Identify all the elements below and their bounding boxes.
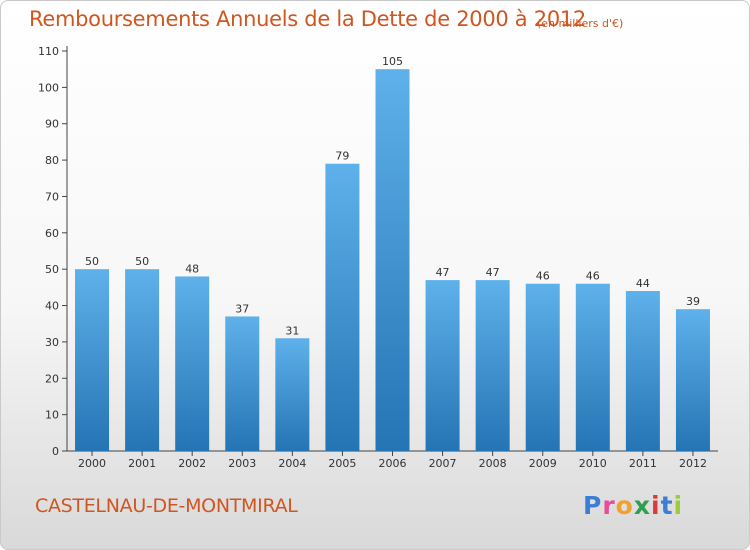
place-name: CASTELNAU-DE-MONTMIRAL xyxy=(35,495,298,517)
bar-2003 xyxy=(225,316,260,451)
logo-letter: t xyxy=(660,491,674,520)
logo-letter: o xyxy=(615,491,634,520)
x-tick-label: 2010 xyxy=(579,457,607,470)
bar-value-label: 50 xyxy=(85,255,99,268)
y-tick-label: 70 xyxy=(45,190,59,203)
y-tick-label: 50 xyxy=(45,263,59,276)
y-tick-label: 0 xyxy=(52,445,59,458)
bar-value-label: 47 xyxy=(436,266,450,279)
bar-value-label: 48 xyxy=(185,262,199,275)
bar-2004 xyxy=(275,338,310,451)
y-tick-label: 60 xyxy=(45,227,59,240)
bar-value-label: 46 xyxy=(536,270,550,283)
bar-value-label: 39 xyxy=(686,295,700,308)
bar-value-label: 79 xyxy=(335,150,349,163)
x-tick-label: 2005 xyxy=(328,457,356,470)
y-tick-label: 10 xyxy=(45,409,59,422)
x-tick-label: 2001 xyxy=(128,457,156,470)
y-tick-label: 30 xyxy=(45,336,59,349)
x-tick-label: 2006 xyxy=(379,457,407,470)
bar-2008 xyxy=(475,280,510,451)
logo-letter: i xyxy=(673,491,684,520)
bar-value-label: 47 xyxy=(486,266,500,279)
y-tick-label: 110 xyxy=(38,45,59,58)
logo-letter: i xyxy=(651,491,661,520)
logo-letter: x xyxy=(633,491,651,520)
x-tick-label: 2012 xyxy=(679,457,707,470)
bar-value-label: 44 xyxy=(636,277,650,290)
logo-letter: P xyxy=(583,491,603,520)
bar-2000 xyxy=(75,269,110,451)
y-tick-label: 20 xyxy=(45,372,59,385)
bar-value-label: 50 xyxy=(135,255,149,268)
logo-letter: r xyxy=(602,491,616,520)
bar-value-label: 37 xyxy=(235,302,249,315)
bar-2007 xyxy=(425,280,460,451)
bar-value-label: 31 xyxy=(285,324,299,337)
y-tick-label: 100 xyxy=(38,81,59,94)
y-tick-label: 40 xyxy=(45,300,59,313)
bar-value-label: 105 xyxy=(382,55,403,68)
bar-2012 xyxy=(675,309,710,451)
bar-2001 xyxy=(125,269,160,451)
bar-2011 xyxy=(625,291,660,451)
bar-value-label: 46 xyxy=(586,270,600,283)
unit-note: (en milliers d'€) xyxy=(537,17,624,30)
x-tick-label: 2002 xyxy=(178,457,206,470)
x-tick-label: 2008 xyxy=(479,457,507,470)
bar-2010 xyxy=(575,283,610,451)
x-tick-label: 2011 xyxy=(629,457,657,470)
bar-2006 xyxy=(375,69,410,451)
x-tick-label: 2009 xyxy=(529,457,557,470)
x-tick-label: 2003 xyxy=(228,457,256,470)
proxiti-logo: Proxiti xyxy=(583,491,683,520)
y-tick-label: 90 xyxy=(45,118,59,131)
x-tick-label: 2000 xyxy=(78,457,106,470)
x-tick-label: 2004 xyxy=(278,457,306,470)
y-tick-label: 80 xyxy=(45,154,59,167)
bar-2009 xyxy=(525,283,560,451)
x-tick-label: 2007 xyxy=(429,457,457,470)
bar-2005 xyxy=(325,163,360,451)
chart-title: Remboursements Annuels de la Dette de 20… xyxy=(29,7,586,31)
bar-2002 xyxy=(175,276,210,451)
